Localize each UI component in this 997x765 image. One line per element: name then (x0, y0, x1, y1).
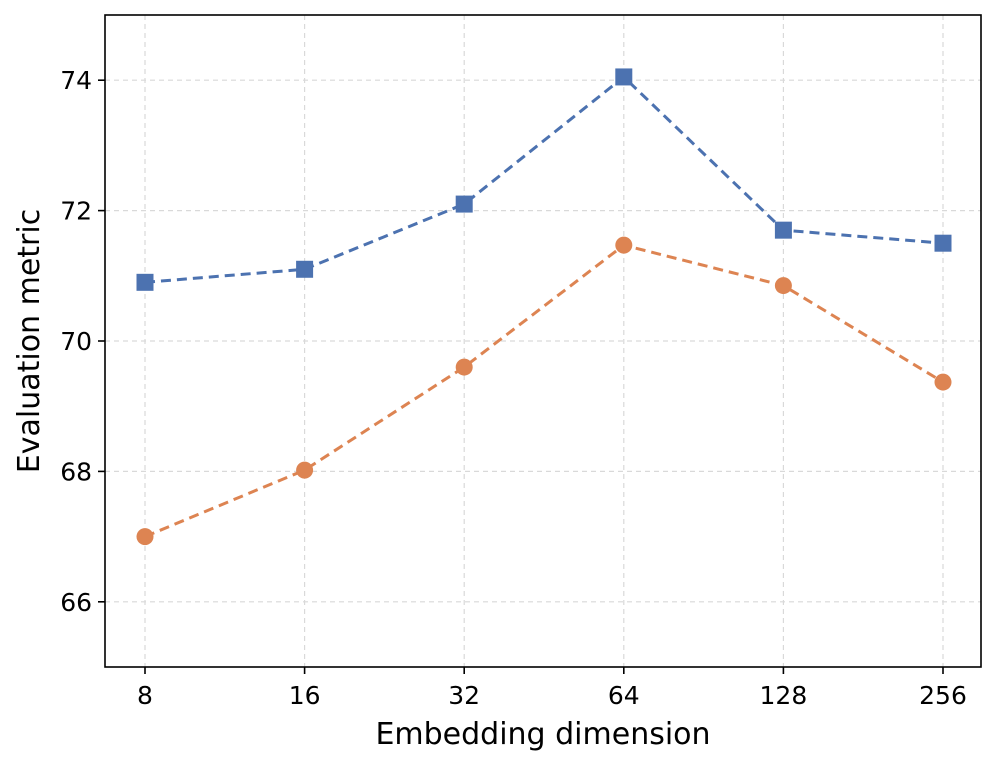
series-1 (136, 68, 952, 291)
data-point (934, 373, 952, 391)
data-point (136, 528, 154, 546)
series-line (144, 74, 944, 284)
series-layer (136, 68, 952, 546)
data-point (455, 358, 473, 376)
x-tick-label: 256 (919, 681, 967, 710)
data-point (615, 236, 633, 254)
data-point (455, 195, 473, 213)
y-tick-label: 70 (60, 327, 92, 356)
data-point (296, 461, 314, 479)
data-point (615, 68, 633, 86)
y-tick-label: 66 (60, 588, 92, 617)
plot-area-frame (104, 14, 982, 668)
x-tick-label: 64 (608, 681, 640, 710)
series-line (144, 243, 944, 538)
y-tick-label: 68 (60, 457, 92, 486)
data-point (774, 277, 792, 295)
axis-ticks: 8 16 32 64 128 256 66 68 70 72 74 (60, 66, 967, 710)
x-tick-label: 128 (760, 681, 808, 710)
x-tick-label: 16 (289, 681, 321, 710)
x-tick-label: 32 (448, 681, 480, 710)
data-point (296, 260, 314, 278)
x-tick-label: 8 (137, 681, 153, 710)
x-axis-label: Embedding dimension (375, 717, 710, 752)
data-point (774, 221, 792, 239)
series-2 (136, 236, 952, 546)
data-point (136, 273, 154, 291)
y-tick-label: 74 (60, 66, 92, 95)
data-point (934, 234, 952, 252)
y-tick-label: 72 (60, 197, 92, 226)
y-axis-label: Evaluation metric (12, 209, 47, 473)
grid (105, 15, 981, 667)
